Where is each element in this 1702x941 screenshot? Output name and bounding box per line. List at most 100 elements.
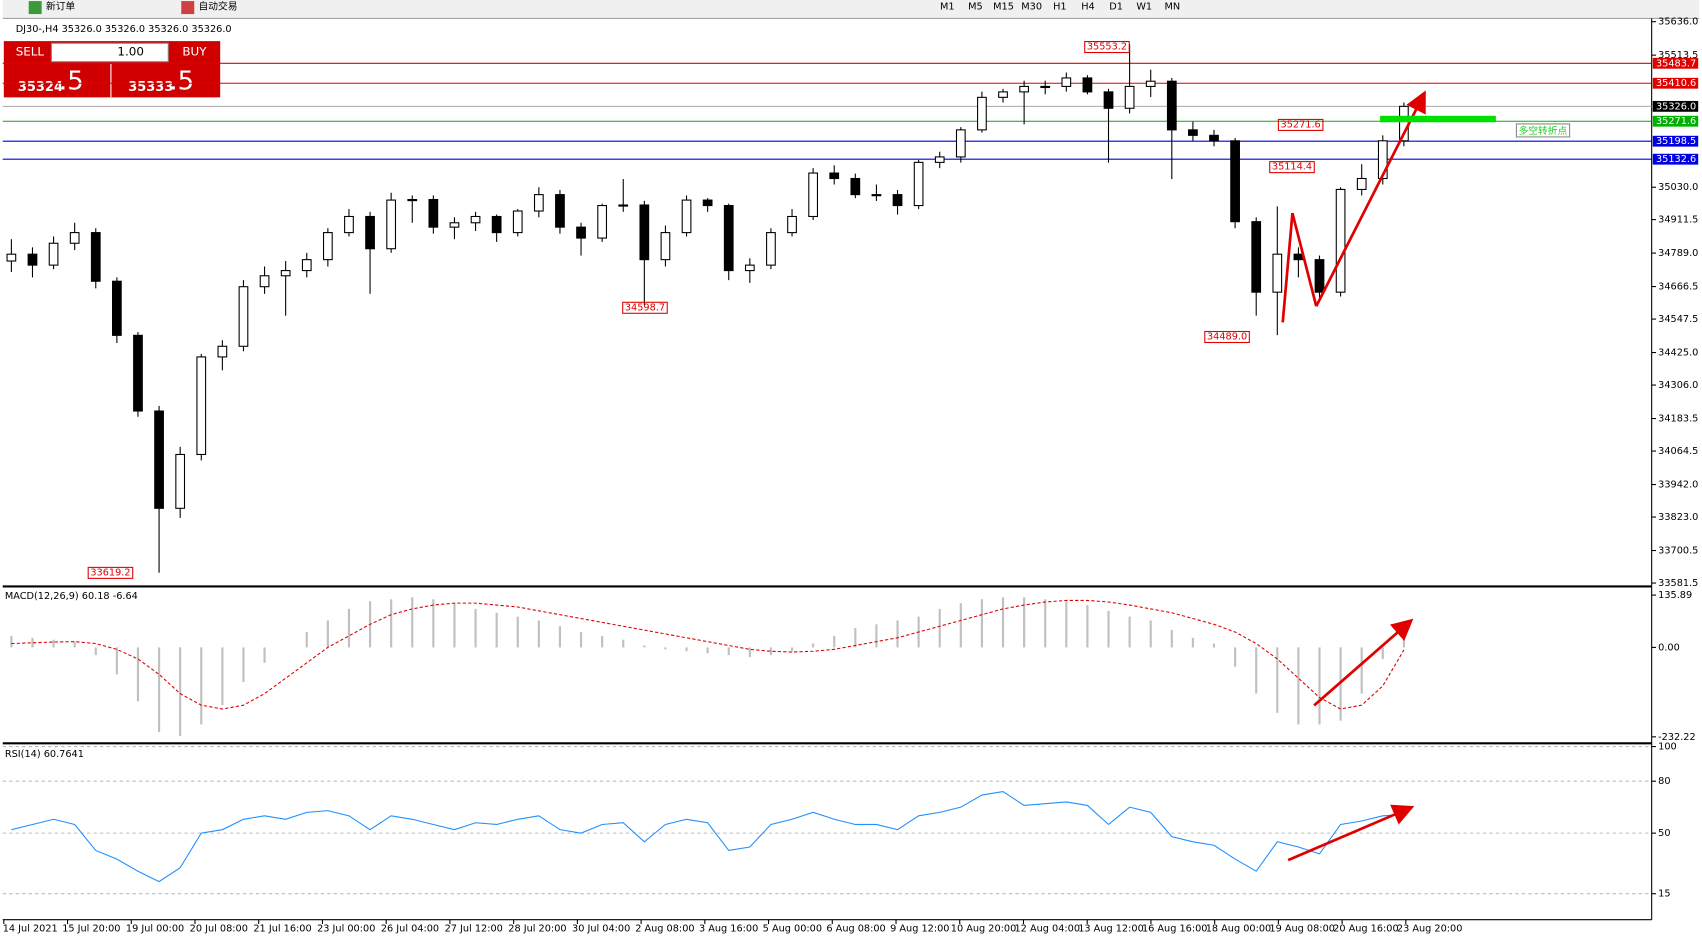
candle-body: [787, 215, 797, 234]
candle-body: [27, 253, 38, 266]
timeframe-button[interactable]: H1: [1053, 1, 1067, 12]
x-tick-label: 23 Jul 00:00: [317, 923, 375, 934]
ask-price[interactable]: 35333: [128, 80, 173, 95]
new-order-icon[interactable]: [28, 1, 42, 15]
candle-body: [913, 161, 924, 207]
timeframe-button[interactable]: M1: [940, 1, 955, 12]
candle-body: [934, 156, 945, 163]
price-label-bg: [1652, 77, 1699, 89]
annotation: 33619.2: [90, 567, 130, 578]
candle-body: [1251, 221, 1262, 293]
candle-body: [555, 194, 565, 228]
annotation: 35114.4: [1272, 162, 1312, 173]
x-tick-label: 18 Aug 00:00: [1206, 923, 1272, 934]
candle-body: [365, 215, 375, 250]
y-tick-label: 34425.0: [1658, 348, 1698, 359]
y-tick-label: 50: [1658, 828, 1670, 839]
candle-body: [955, 129, 966, 158]
y-tick-label: 135.89: [1658, 590, 1692, 601]
y-tick-label: 33942.0: [1658, 480, 1698, 491]
x-tick-label: 13 Aug 12:00: [1078, 923, 1144, 934]
y-tick-label: -232.22: [1658, 732, 1696, 743]
bid-price[interactable]: 35324: [18, 80, 63, 95]
candle-body: [808, 172, 818, 218]
candle-body: [766, 232, 776, 266]
timeframe-button[interactable]: MN: [1165, 1, 1181, 12]
rsi-title: RSI(14) 60.7641: [5, 749, 84, 760]
candle-body: [1040, 85, 1051, 89]
price-label: 35271.6: [1656, 116, 1696, 127]
x-tick-label: 28 Jul 20:00: [508, 923, 566, 934]
candle-body: [1061, 77, 1072, 87]
candle-body: [597, 205, 608, 239]
y-tick-label: 34911.5: [1658, 215, 1698, 226]
candle-body: [702, 199, 713, 207]
candle-body: [1082, 77, 1093, 93]
candle-body: [301, 259, 312, 272]
x-tick-label: 3 Aug 16:00: [699, 923, 758, 934]
x-tick-label: 21 Jul 16:00: [253, 923, 311, 934]
candle-body: [217, 345, 228, 358]
y-tick-label: 80: [1658, 776, 1670, 787]
candle-body: [660, 232, 671, 261]
candle-body: [449, 222, 460, 228]
x-tick-label: 30 Jul 04:00: [572, 923, 630, 934]
candle-body: [576, 226, 586, 239]
buy-button[interactable]: BUY: [182, 44, 207, 58]
timeframe-button[interactable]: D1: [1109, 1, 1123, 12]
candle-body: [48, 242, 59, 266]
y-tick-label: 100: [1658, 742, 1677, 753]
candle-body: [386, 199, 397, 250]
x-tick-label: 16 Aug 16:00: [1142, 923, 1208, 934]
x-tick-label: 9 Aug 12:00: [890, 923, 949, 934]
y-tick-label: 34666.5: [1658, 282, 1698, 293]
auto-trading-icon[interactable]: [181, 1, 195, 15]
candle-body: [1166, 80, 1177, 131]
timeframe-button[interactable]: H4: [1081, 1, 1095, 12]
candle-body: [175, 453, 186, 509]
candle-body: [1188, 129, 1198, 136]
price-label: 35132.6: [1656, 154, 1696, 165]
candle-body: [1230, 140, 1240, 223]
x-tick-label: 12 Aug 04:00: [1015, 923, 1081, 934]
y-tick-label: 34547.5: [1658, 314, 1698, 325]
lot-size[interactable]: 1.00: [117, 44, 143, 58]
price-label: 35410.6: [1656, 78, 1696, 89]
y-tick-label: 15: [1658, 889, 1670, 900]
signal-line: [11, 599, 1405, 710]
auto-trading[interactable]: 自动交易: [199, 0, 238, 12]
candle-body: [1019, 85, 1029, 93]
trade-panel: SELL 1.00 BUY 35324 .5 35333 .5: [3, 41, 221, 98]
candle-body: [1124, 85, 1135, 109]
y-tick-label: 35513.5: [1658, 50, 1698, 61]
x-tick-label: 20 Aug 16:00: [1333, 923, 1399, 934]
sell-button[interactable]: SELL: [16, 44, 45, 58]
candle-body: [533, 194, 544, 212]
x-tick-label: 6 Aug 08:00: [826, 923, 885, 934]
y-tick-label: 35636.0: [1658, 17, 1698, 28]
bid-pip[interactable]: .5: [59, 67, 84, 97]
timeframe-button[interactable]: M30: [1021, 1, 1042, 12]
y-tick-label: 33700.5: [1658, 546, 1698, 557]
annotation-box: [622, 301, 668, 314]
candle-body: [829, 172, 840, 180]
price-label: 35326.0: [1656, 101, 1696, 112]
annotation-box: [1084, 40, 1130, 54]
annotation: 34489.0: [1207, 331, 1247, 342]
new-order[interactable]: 新订单: [46, 0, 75, 12]
timeframe-button[interactable]: M15: [993, 1, 1014, 12]
annotation: 34598.7: [625, 302, 665, 313]
y-tick-label: 0.00: [1658, 642, 1680, 653]
ask-pip[interactable]: .5: [169, 67, 194, 97]
annotation-box: [1269, 161, 1315, 174]
candle-body: [322, 232, 333, 261]
rsi-line: [11, 791, 1404, 883]
candle-body: [90, 232, 101, 282]
candle-body: [1377, 140, 1388, 180]
timeframe-button[interactable]: M5: [968, 1, 983, 12]
candle-body: [69, 232, 80, 244]
candle-body: [259, 275, 270, 288]
price-label: 35198.5: [1656, 136, 1696, 147]
timeframe-button[interactable]: W1: [1136, 1, 1152, 12]
candle-body: [280, 270, 291, 277]
